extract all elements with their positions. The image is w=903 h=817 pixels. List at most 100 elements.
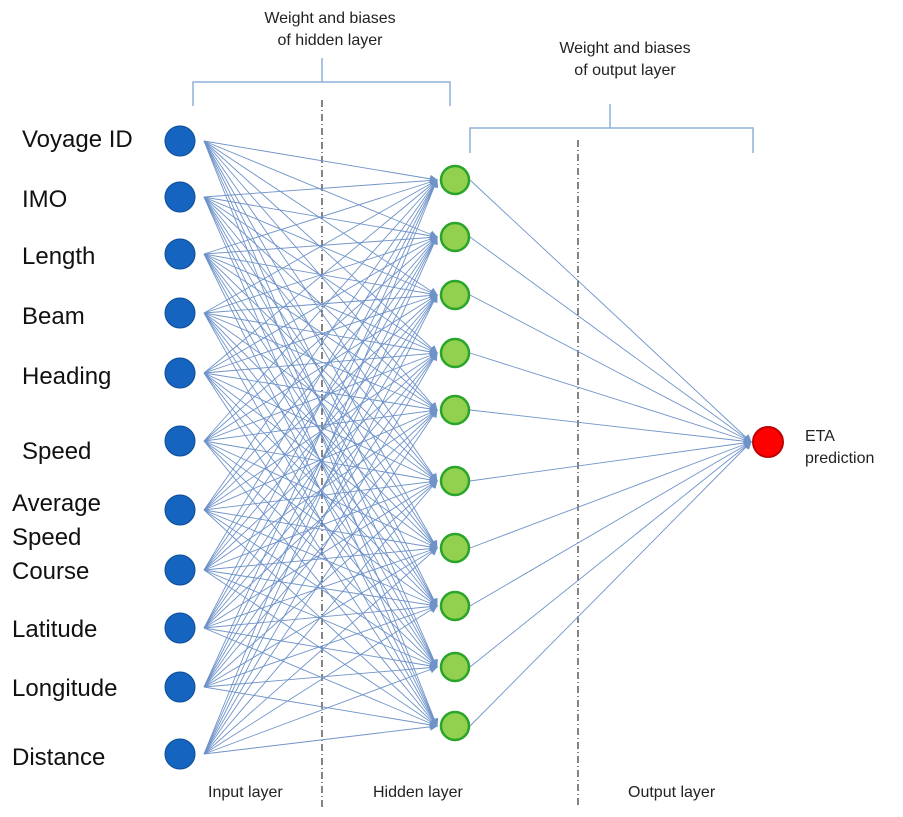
input-hidden-edge [203,179,438,511]
input-hidden-edge [203,409,438,629]
hidden-output-edge [469,441,752,668]
hidden-output-edge [469,352,752,444]
input-hidden-edge [203,179,438,442]
input-hidden-edge [203,372,438,482]
input-hidden-edge [203,294,438,442]
hidden-layer-label: Hidden layer [373,784,463,801]
input-hidden-edge [203,509,438,668]
input-hidden-edge [203,253,438,298]
output-weights-line-2: of output layer [574,62,676,79]
input-hidden-edge [203,253,438,549]
hidden-node [439,465,471,497]
input-node [164,297,196,329]
input-hidden-edge [203,480,438,755]
hidden-node [439,164,471,196]
hidden-output-edge [469,441,752,727]
input-hidden-edge [203,509,438,608]
hidden-node [439,532,471,564]
input-hidden-edge [203,509,438,551]
hidden-weights-line-1: Weight and biases [264,10,396,27]
input-hidden-edge [203,294,438,688]
input-hidden-edge [203,351,438,442]
input-feature-label: Heading [22,363,112,390]
input-feature-label: Average [12,490,101,517]
input-hidden-edge [203,349,438,374]
input-hidden-edge [203,235,438,314]
hidden-node [439,221,471,253]
input-hidden-edge [203,236,438,755]
hidden-node [439,394,471,426]
hidden-node [439,590,471,622]
hidden-output-edge [469,409,752,446]
input-feature-label: Length [22,243,96,270]
input-node [164,612,196,644]
input-hidden-edge [203,663,438,688]
input-hidden-edge [203,722,438,755]
input-hidden-edge [203,372,438,413]
input-node [164,125,196,157]
input-hidden-edge [203,665,438,755]
input-hidden-edge [203,547,438,755]
input-node [164,554,196,586]
input-hidden-edge [203,312,438,356]
input-hidden-edge [203,352,438,688]
input-hidden-edge [203,236,438,688]
input-node [164,738,196,770]
input-hidden-edge [203,179,438,571]
hidden-output-edge [469,440,752,549]
input-hidden-edge [203,294,438,755]
input-feature-label: Speed [22,438,92,465]
input-hidden-edge [203,312,438,412]
hidden-output-edge [469,441,752,607]
input-hidden-edge [203,179,438,314]
input-hidden-edge [203,409,438,511]
hidden-output-edge [469,179,752,443]
input-hidden-edge [203,233,438,255]
input-hidden-edge [203,253,438,354]
input-hidden-edge [203,479,438,571]
input-layer-label: Input layer [208,784,283,801]
input-hidden-edge [203,236,438,374]
output-node [752,426,784,458]
input-hidden-edge [203,480,438,688]
input-node [164,671,196,703]
input-hidden-edge [203,294,438,511]
output-weights-annotation: Weight and biases of output layer [530,38,720,82]
input-hidden-edge [203,140,438,183]
input-hidden-edge [203,236,438,442]
input-feature-label: Distance [12,744,106,771]
input-hidden-edge [203,176,438,198]
hidden-node [439,651,471,683]
input-hidden-edge [203,569,438,669]
hidden-weights-line-2: of hidden layer [277,32,383,49]
input-hidden-edge [203,544,438,571]
output-weights-bracket [469,104,754,153]
output-layer-label: Output layer [628,784,716,801]
input-hidden-edge [203,179,438,374]
input-hidden-edge [203,236,438,511]
input-hidden-edge [203,440,438,607]
input-hidden-edge [203,372,438,727]
output-label-line-2: prediction [805,450,875,467]
input-hidden-edge [203,291,438,314]
input-node [164,181,196,213]
input-hidden-edge [203,605,438,755]
input-feature-label: Speed [12,524,82,551]
input-node [164,494,196,526]
hidden-node [439,337,471,369]
output-label: ETA prediction [805,426,874,470]
input-hidden-edge [203,352,438,511]
input-feature-label: Course [12,558,90,585]
input-hidden-edge [203,546,438,629]
input-feature-label: Latitude [12,616,98,643]
input-feature-label: IMO [22,186,68,213]
input-feature-label: Longitude [12,675,118,702]
input-hidden-edge [203,312,438,549]
input-hidden-edge [203,179,438,629]
hidden-weights-bracket [192,58,451,106]
input-hidden-edge [203,178,438,255]
input-hidden-edge [203,406,438,442]
input-hidden-edge [203,140,438,239]
input-hidden-edge [203,253,438,411]
input-hidden-edge [203,179,438,688]
